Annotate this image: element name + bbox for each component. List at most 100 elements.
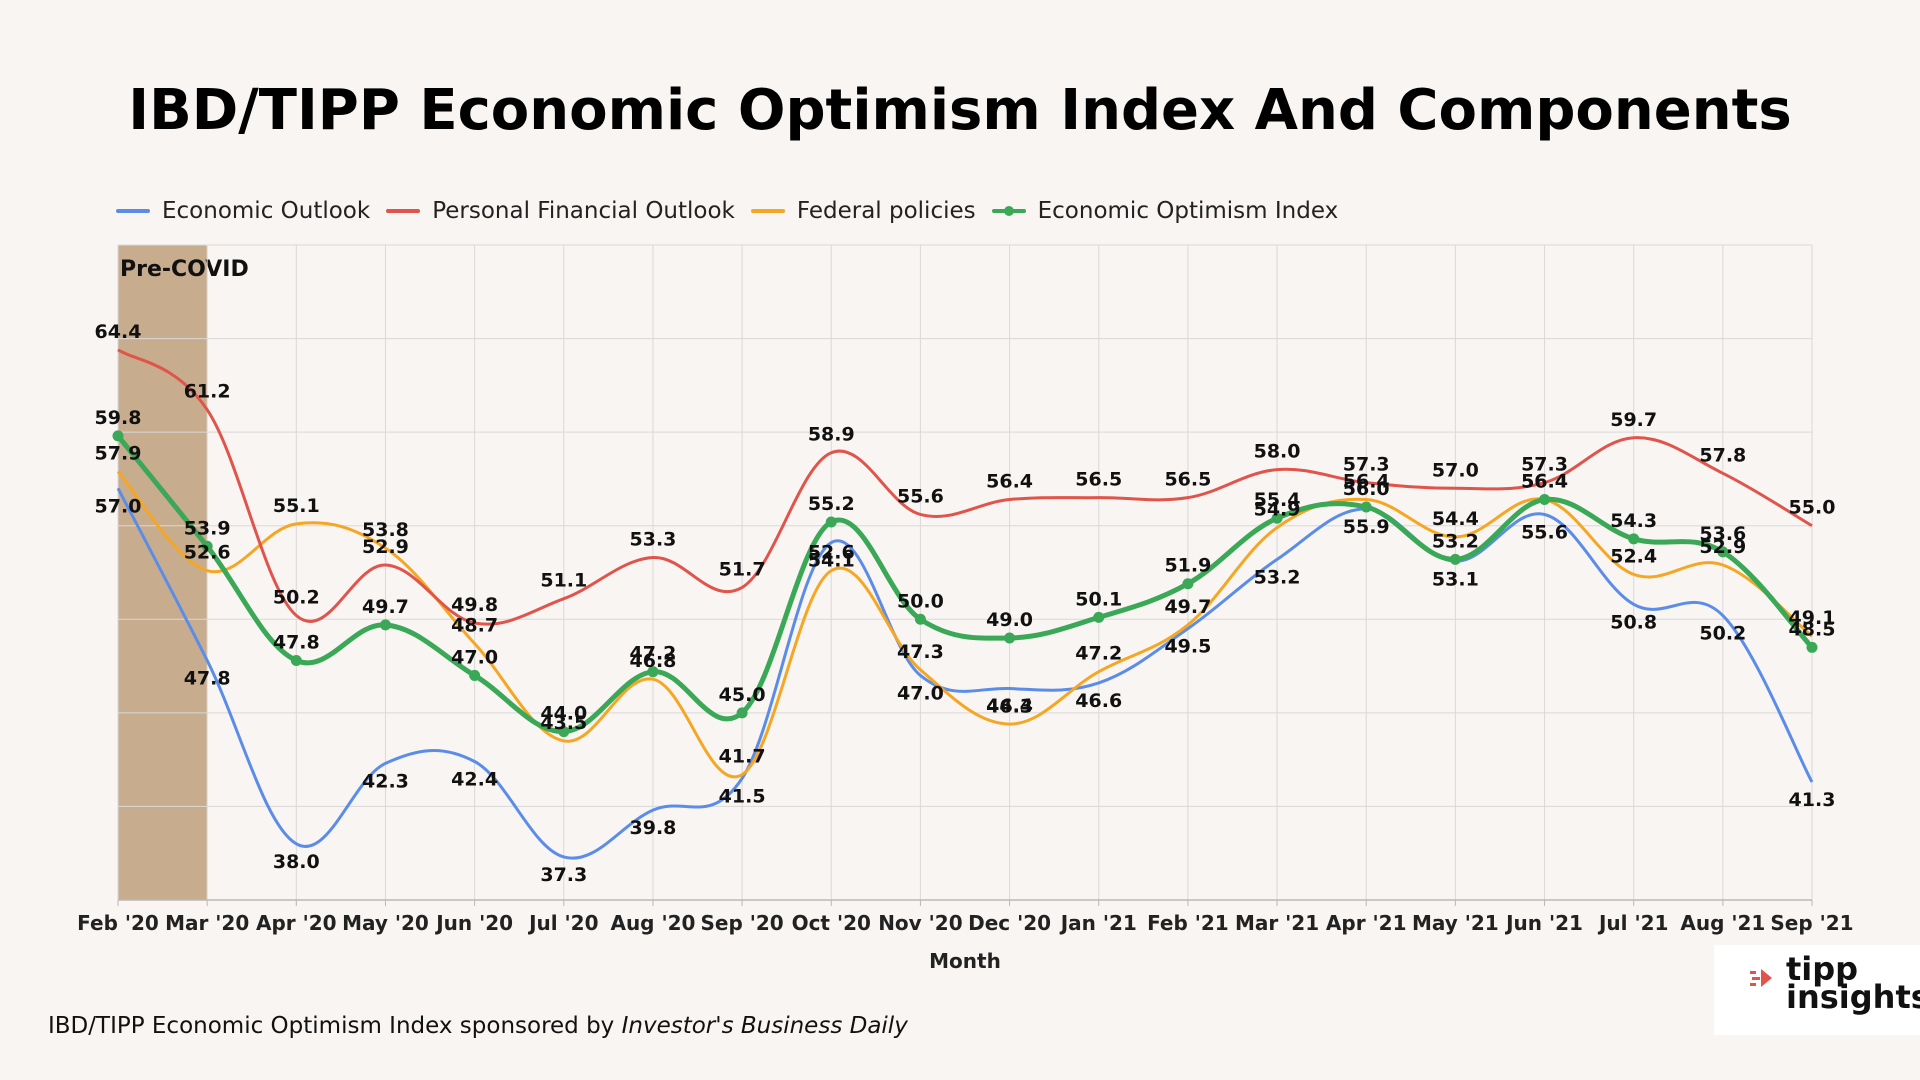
data-label-economic-optimism-index: 47.8 <box>273 631 320 653</box>
legend-label-economic-outlook: Economic Outlook <box>162 198 371 224</box>
data-point-economic-optimism-index <box>201 540 213 552</box>
data-point-economic-optimism-index <box>736 707 748 719</box>
x-tick-label: Dec '20 <box>968 911 1051 935</box>
chart-legend: Economic Outlook Personal Financial Outl… <box>116 196 1338 226</box>
x-tick-label: May '21 <box>1412 911 1499 935</box>
legend-label-federal-policies: Federal policies <box>796 198 976 224</box>
legend-swatch-economic-optimism-index <box>991 206 1026 216</box>
legend-swatch-federal-policies <box>750 209 785 213</box>
data-point-economic-optimism-index <box>112 430 124 442</box>
legend-item-economic-outlook: Economic Outlook <box>116 198 370 224</box>
data-label-personal-financial-outlook: 55.6 <box>897 485 944 507</box>
data-label-economic-optimism-index: 55.4 <box>1254 489 1301 511</box>
legend-item-economic-optimism-index: Economic Optimism Index <box>991 198 1338 224</box>
data-label-personal-financial-outlook: 57.3 <box>1521 454 1568 476</box>
data-label-economic-outlook: 50.8 <box>1610 611 1657 633</box>
x-tick-label: Jun '20 <box>434 911 513 935</box>
data-label-economic-optimism-index: 53.2 <box>1432 530 1479 552</box>
data-label-personal-financial-outlook: 59.7 <box>1610 409 1657 431</box>
data-label-economic-outlook: 47.8 <box>184 667 231 689</box>
x-tick-label: Jul '21 <box>1597 911 1668 935</box>
data-point-economic-optimism-index <box>1806 641 1818 653</box>
data-label-economic-optimism-index: 49.7 <box>362 596 409 618</box>
data-label-federal-policies: 43.5 <box>540 712 587 734</box>
data-label-economic-optimism-index: 49.0 <box>986 609 1033 631</box>
data-label-federal-policies: 56.4 <box>1343 471 1390 493</box>
data-label-economic-outlook: 41.3 <box>1789 789 1836 811</box>
data-label-personal-financial-outlook: 57.8 <box>1699 444 1746 466</box>
data-label-economic-optimism-index: 47.2 <box>630 643 677 665</box>
data-label-federal-policies: 52.4 <box>1610 545 1657 567</box>
legend-marker-economic-optimism-index <box>1003 206 1014 216</box>
x-tick-label: Feb '21 <box>1147 911 1229 935</box>
x-tick-label: Apr '21 <box>1326 911 1407 935</box>
x-tick-label: Mar '20 <box>165 911 249 935</box>
logo-text-line1: tipp <box>1786 950 1859 988</box>
data-label-economic-optimism-index: 51.9 <box>1164 555 1211 577</box>
data-point-economic-optimism-index <box>1539 494 1551 506</box>
series-line-economic-outlook <box>116 487 1814 860</box>
data-label-federal-policies: 46.8 <box>630 650 677 672</box>
data-label-personal-financial-outlook: 57.3 <box>1343 454 1390 476</box>
data-label-personal-financial-outlook: 55.0 <box>1789 497 1836 519</box>
x-tick-label: Jul '20 <box>527 911 598 935</box>
data-label-personal-financial-outlook: 64.4 <box>95 321 142 343</box>
data-label-personal-financial-outlook: 56.5 <box>1164 469 1211 491</box>
legend-item-federal-policies: Federal policies <box>750 198 976 224</box>
data-label-personal-financial-outlook: 58.9 <box>808 424 855 446</box>
data-point-economic-optimism-index <box>1093 611 1105 623</box>
data-label-economic-outlook: 53.2 <box>1254 566 1301 588</box>
data-label-economic-outlook: 55.6 <box>1521 521 1568 543</box>
x-tick-label: Sep '21 <box>1770 911 1853 935</box>
data-label-economic-optimism-index: 50.0 <box>897 590 944 612</box>
x-tick-label: Jan '21 <box>1059 911 1137 935</box>
data-label-economic-outlook: 37.3 <box>540 864 587 886</box>
data-label-economic-outlook: 49.5 <box>1164 636 1211 658</box>
data-label-economic-outlook: 46.3 <box>986 696 1033 718</box>
data-label-economic-outlook: 42.3 <box>362 770 409 792</box>
data-point-economic-optimism-index <box>825 516 837 528</box>
data-label-federal-policies: 52.6 <box>808 542 855 564</box>
data-label-economic-outlook: 55.9 <box>1343 516 1390 538</box>
x-tick-label: Apr '20 <box>256 911 337 935</box>
series-line-federal-policies <box>116 470 1813 779</box>
data-label-personal-financial-outlook: 58.0 <box>1254 441 1301 463</box>
data-label-economic-outlook: 47.0 <box>897 682 944 704</box>
data-label-economic-optimism-index: 48.5 <box>1789 618 1836 640</box>
x-tick-label: Nov '20 <box>878 911 962 935</box>
legend-item-personal-financial-outlook: Personal Financial Outlook <box>386 198 735 224</box>
x-tick-label: Jun '21 <box>1504 911 1583 935</box>
data-label-federal-policies: 47.2 <box>1075 643 1122 665</box>
data-label-federal-policies: 44.4 <box>986 695 1033 717</box>
data-point-economic-optimism-index <box>647 666 659 678</box>
data-label-economic-outlook: 50.2 <box>1699 623 1746 645</box>
data-label-economic-optimism-index: 50.1 <box>1075 588 1122 610</box>
x-tick-label: Feb '20 <box>77 911 159 935</box>
x-tick-label: Mar '21 <box>1235 911 1319 935</box>
data-label-personal-financial-outlook: 56.4 <box>986 471 1033 493</box>
data-label-federal-policies: 57.9 <box>95 442 142 464</box>
data-label-economic-optimism-index: 53.9 <box>184 517 231 539</box>
data-point-economic-optimism-index <box>914 613 926 625</box>
data-label-personal-financial-outlook: 49.8 <box>451 594 498 616</box>
data-label-federal-policies: 52.9 <box>1699 536 1746 558</box>
data-label-personal-financial-outlook: 52.9 <box>362 536 409 558</box>
data-point-economic-optimism-index <box>1717 546 1729 558</box>
data-point-economic-optimism-index <box>1004 632 1016 644</box>
data-label-economic-optimism-index: 54.3 <box>1610 510 1657 532</box>
data-label-economic-outlook: 53.1 <box>1432 568 1479 590</box>
footer-credit: IBD/TIPP Economic Optimism Index sponsor… <box>48 1013 908 1039</box>
data-label-federal-policies: 54.4 <box>1432 508 1479 530</box>
data-label-federal-policies: 56.4 <box>1521 471 1568 493</box>
logo-flag-icon <box>1750 969 1772 987</box>
data-label-economic-optimism-index: 44.0 <box>540 703 587 725</box>
legend-swatch-economic-outlook <box>116 209 150 213</box>
data-label-federal-policies: 55.1 <box>273 495 320 517</box>
data-label-personal-financial-outlook: 51.1 <box>540 570 587 592</box>
data-point-economic-optimism-index <box>558 726 570 738</box>
data-label-economic-optimism-index: 47.0 <box>451 646 498 668</box>
data-label-economic-outlook: 54.1 <box>808 550 855 572</box>
data-label-personal-financial-outlook: 57.0 <box>1432 459 1479 481</box>
data-point-economic-optimism-index <box>1182 578 1194 590</box>
